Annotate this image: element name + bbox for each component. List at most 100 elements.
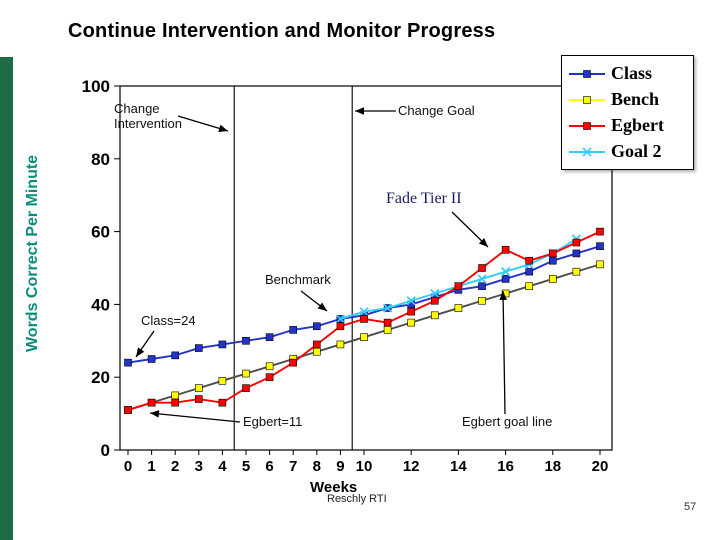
series-Bench-marker: [383, 326, 392, 334]
plot-border: [119, 85, 613, 451]
series-Goal 2-marker: [382, 303, 393, 313]
arrow-change-goal-head: [355, 107, 364, 115]
arrow-egbert-start-head: [150, 410, 160, 418]
annotation-class-start: Class=24: [141, 313, 196, 328]
annotation-egbert-goal-line: Egbert goal line: [462, 414, 553, 429]
series-Goal 2-marker: [359, 307, 369, 317]
series-Egbert-marker: [572, 238, 581, 247]
series-Class-marker: [171, 351, 179, 360]
series-Egbert-marker: [265, 373, 274, 382]
series-Egbert-marker: [454, 282, 463, 291]
footer-credit: Reschly RTI: [327, 493, 387, 505]
x-axis-label: Weeks: [310, 479, 358, 496]
series-Class-marker: [265, 333, 274, 341]
series-Egbert-marker: [360, 315, 368, 323]
series-Bench-marker: [430, 311, 439, 320]
series-Egbert-marker: [171, 398, 179, 407]
x-tick-label: 10: [356, 458, 373, 475]
series-Class-marker: [478, 282, 486, 291]
series-Egbert-marker: [242, 384, 250, 392]
annotation-egbert-start: Egbert=11: [243, 414, 303, 429]
y-tick-label: 40: [91, 295, 110, 314]
left-accent-bar: [0, 57, 13, 540]
series-Bench-marker: [336, 340, 345, 349]
chart-legend: Class Bench Egbert Goal 2: [561, 55, 694, 170]
x-tick-label: 0: [124, 458, 132, 475]
legend-item-class: Class: [568, 63, 687, 84]
annotation-change-goal: Change Goal: [398, 103, 475, 118]
series-Class-marker: [195, 344, 203, 352]
series-Bench-marker: [312, 347, 321, 356]
x-tick-label: 20: [592, 458, 609, 475]
arrow-egbert-goal-line: [502, 290, 506, 415]
x-tick-label: 5: [242, 458, 250, 475]
series-Bench-marker: [171, 391, 179, 400]
series-Egbert-marker: [383, 318, 392, 327]
series-Bench-marker: [525, 282, 534, 291]
slide-number: 57: [684, 501, 697, 513]
series-Bench-marker: [360, 333, 368, 341]
series-Bench-marker: [478, 296, 486, 305]
series-Goal 2-marker: [406, 296, 416, 306]
x-tick-label: 12: [403, 458, 420, 475]
series-Class-marker: [525, 267, 534, 276]
x-tick-label: 6: [265, 458, 273, 475]
legend-marker-icon: [569, 95, 605, 104]
x-tick-label: 4: [218, 458, 227, 475]
x-tick-label: 9: [336, 458, 344, 475]
legend-label: Bench: [611, 89, 660, 109]
series-Egbert-marker: [478, 264, 486, 272]
legend-item-goal-2: Goal 2: [568, 141, 687, 162]
legend-marker-icon: [569, 69, 605, 78]
series-Egbert-marker: [336, 322, 345, 331]
series-Egbert-marker: [312, 340, 321, 349]
annotation-fade-tier-2: Fade Tier II: [386, 190, 462, 207]
series-Class-marker: [124, 358, 132, 367]
series-Class-marker: [501, 275, 510, 283]
series-Egbert-marker: [430, 296, 439, 305]
x-tick-label: 14: [450, 458, 467, 475]
series-Goal 2-marker: [477, 274, 487, 284]
series-Egbert-marker: [195, 395, 203, 403]
x-tick-label: 2: [171, 458, 179, 475]
series-Class-marker: [289, 326, 298, 334]
series-Egbert-marker: [289, 358, 298, 367]
annotation-benchmark: Benchmark: [265, 272, 331, 287]
series-Egbert-marker: [501, 246, 510, 254]
series-Class-marker: [218, 340, 227, 349]
legend-item-bench: Bench: [568, 89, 687, 110]
series-Class-marker: [242, 336, 250, 345]
x-tick-label: 7: [289, 458, 297, 475]
legend-label: Goal 2: [611, 141, 662, 161]
legend-marker-icon: [569, 121, 605, 130]
annotation-change-intervention: Change Intervention: [114, 101, 182, 131]
series-Egbert-marker: [218, 398, 227, 407]
series-Goal 2-marker: [335, 314, 346, 324]
series-Class-marker: [548, 256, 557, 265]
series-Class-marker: [312, 322, 321, 331]
series-Bench-marker: [548, 275, 557, 283]
series-Bench-marker: [596, 260, 604, 269]
series-Class-marker: [596, 242, 604, 250]
arrow-benchmark-head: [317, 302, 327, 311]
series-Class-marker: [572, 249, 581, 258]
x-tick-label: 3: [195, 458, 203, 475]
series-Bench-marker: [265, 362, 274, 371]
series-Goal 2-marker: [430, 288, 440, 299]
y-tick-label: 60: [91, 223, 110, 242]
arrow-change-intervention-head: [218, 124, 228, 133]
arrow-fade-tier-2-head: [478, 238, 488, 247]
y-tick-label: 80: [91, 150, 110, 169]
series-Bench-marker: [454, 304, 463, 312]
series-Egbert-marker: [124, 406, 132, 414]
series-Bench-marker: [572, 267, 581, 276]
series-Egbert-marker: [147, 398, 156, 407]
series-Egbert-marker: [596, 227, 604, 236]
page-title: Continue Intervention and Monitor Progre…: [68, 20, 496, 42]
legend-label: Class: [611, 63, 653, 83]
y-tick-label: 20: [91, 368, 110, 387]
series-Bench-marker: [195, 384, 203, 392]
series-Egbert-marker: [407, 307, 416, 316]
